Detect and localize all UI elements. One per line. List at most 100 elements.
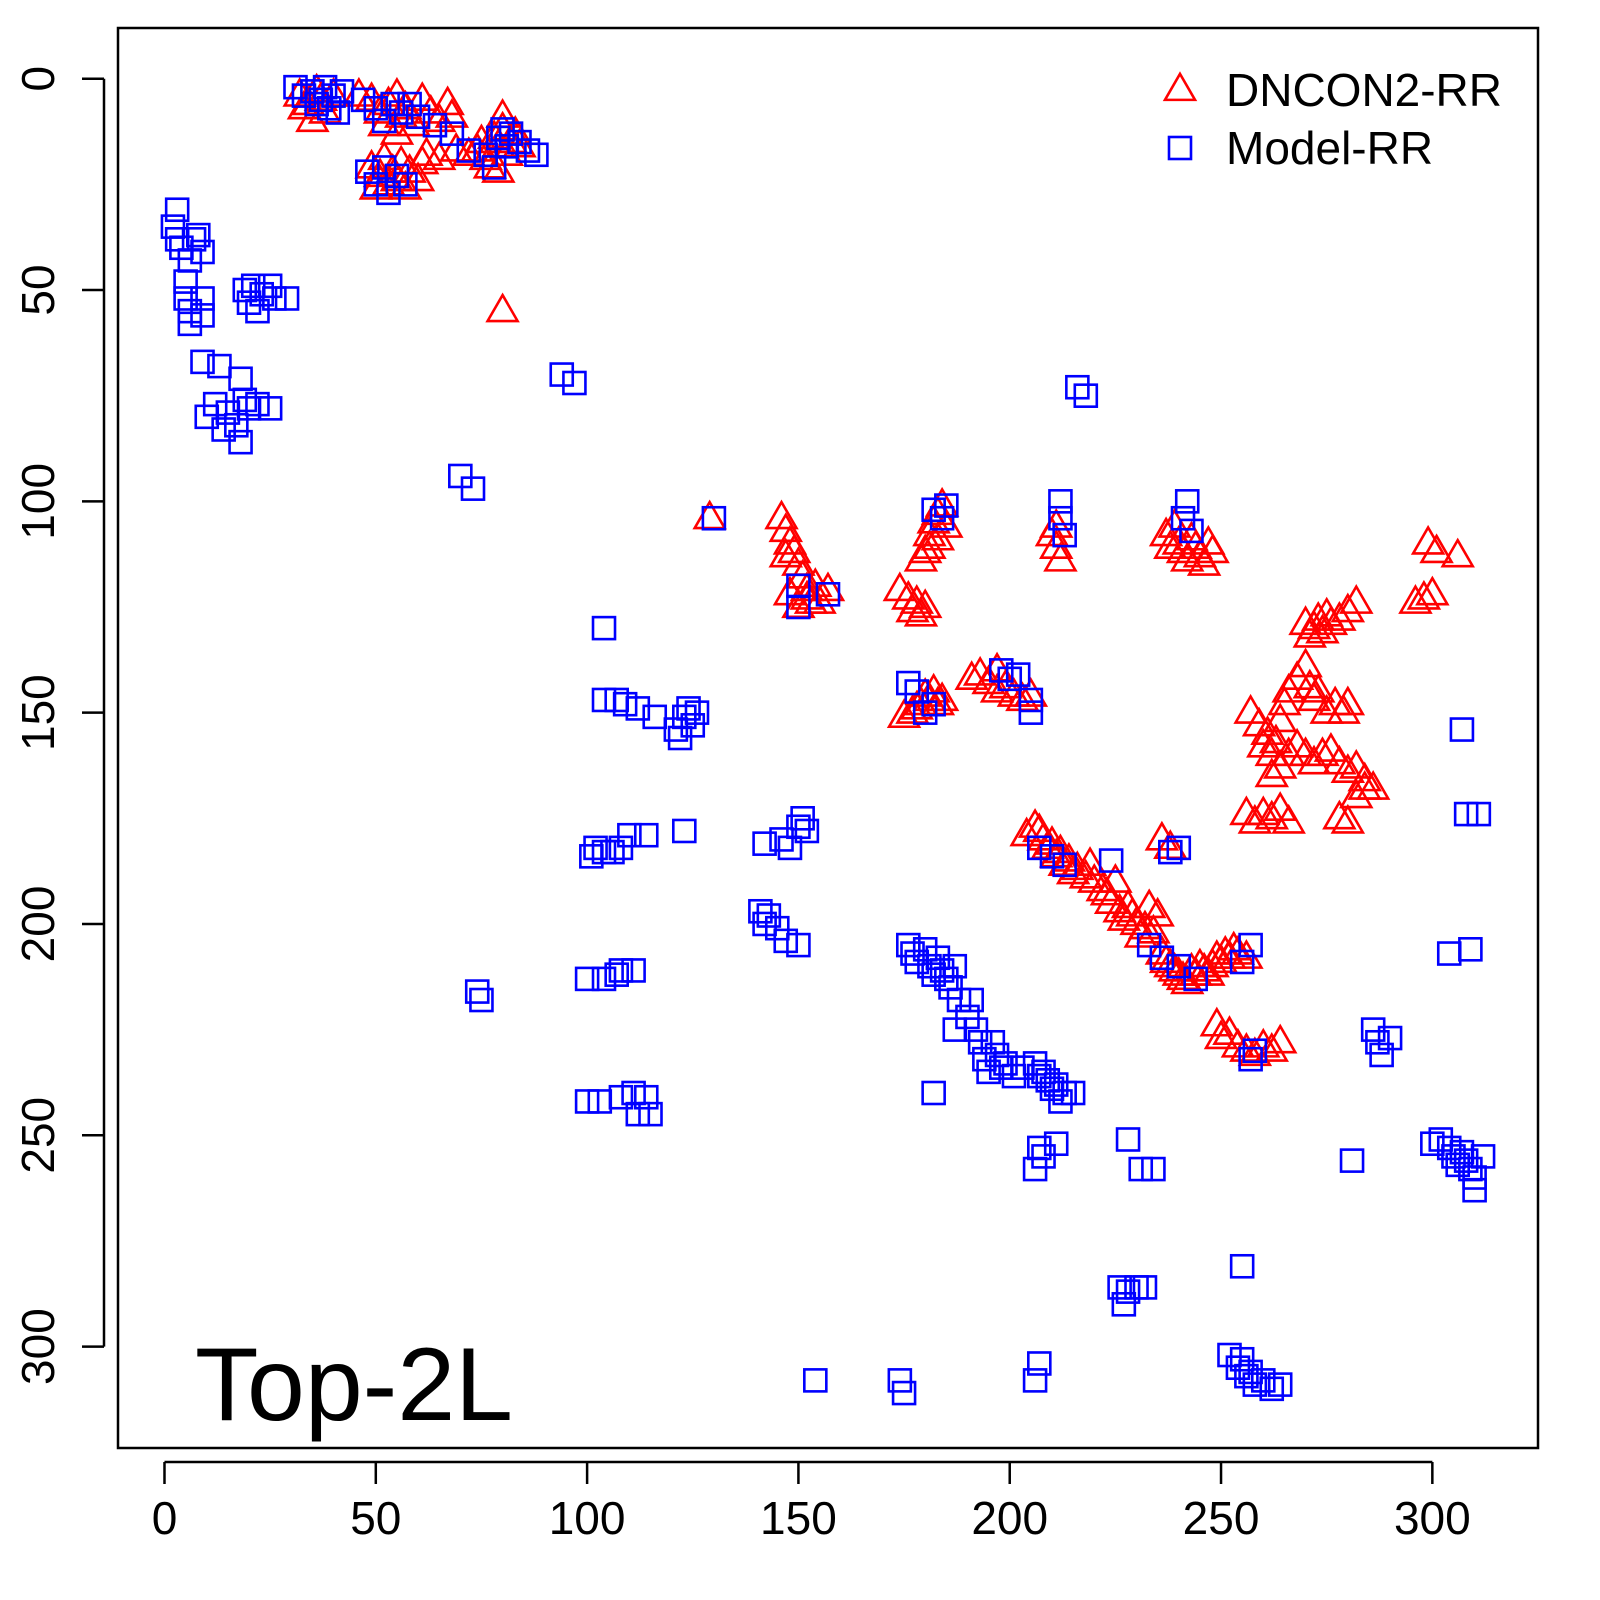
model-rr-point <box>1166 953 1192 979</box>
model-rr-point <box>164 197 190 223</box>
model-rr-point <box>583 835 608 861</box>
model-rr-point <box>202 391 228 417</box>
model-rr-point <box>752 911 777 937</box>
dncon2-rr-point <box>1330 803 1366 834</box>
model-rr-point <box>257 273 283 299</box>
dncon2-rr-point <box>1330 753 1366 783</box>
model-rr-point <box>786 932 811 958</box>
dncon2-rr-point <box>1093 884 1129 914</box>
model-rr-point <box>1179 518 1204 544</box>
dncon2-rr-point <box>1258 723 1294 754</box>
model-rr-point <box>752 831 777 856</box>
model-rr-point <box>562 370 587 396</box>
model-rr-point <box>921 691 946 717</box>
model-rr-point <box>1136 932 1162 958</box>
x-tick-label: 150 <box>760 1492 837 1544</box>
model-rr-point <box>490 117 515 142</box>
model-rr-point <box>1048 1089 1073 1114</box>
dncon2-rr-point <box>1440 537 1475 568</box>
model-rr-point <box>929 505 955 531</box>
model-rr-point <box>1035 1068 1061 1093</box>
legend: DNCON2-RR Model-RR <box>1162 64 1502 174</box>
dncon2-rr-point <box>776 533 812 564</box>
panel-label: Top-2L <box>195 1327 513 1443</box>
model-rr-point <box>1458 937 1483 962</box>
model-rr-point <box>1027 1063 1052 1089</box>
model-rr-point <box>921 1080 946 1106</box>
model-rr-point <box>663 717 689 742</box>
dncon2-rr-point <box>1322 600 1357 631</box>
model-rr-point <box>786 814 811 840</box>
model-rr-point <box>1052 852 1077 878</box>
model-rr-point <box>173 269 198 294</box>
model-rr-point <box>355 159 380 184</box>
y-tick-label: 100 <box>12 463 64 540</box>
dncon2-rr-point <box>1140 896 1175 927</box>
dncon2-rr-point <box>379 161 415 192</box>
model-rr-point <box>1339 1148 1365 1173</box>
model-rr-point <box>608 1084 634 1110</box>
model-rr-point <box>236 290 262 316</box>
model-rr-point <box>388 100 414 125</box>
dncon2-rr-point <box>1339 584 1374 614</box>
dncon2-rr-point <box>1203 1019 1239 1050</box>
model-rr-point <box>283 74 308 100</box>
dncon2-rr-point <box>1305 736 1340 767</box>
dncon2-rr-point <box>1043 541 1078 572</box>
model-rr-point <box>1436 941 1462 966</box>
model-rr-point <box>190 239 215 265</box>
model-rr-point <box>591 615 617 641</box>
model-rr-point <box>625 696 651 721</box>
model-rr-point <box>955 1004 980 1030</box>
model-rr-point <box>1048 489 1073 514</box>
dncon2-rr-point <box>1229 795 1264 826</box>
dncon2-rr-point <box>1254 757 1290 788</box>
dncon2-rr-point <box>286 89 322 120</box>
model-rr-point <box>929 958 955 983</box>
model-rr-point <box>371 108 397 134</box>
dncon2-rr-point <box>899 584 935 614</box>
model-rr-point <box>232 277 258 303</box>
y-tick-label: 250 <box>12 1097 64 1174</box>
dncon2-rr-point <box>421 140 457 171</box>
model-rr-point <box>1250 1368 1276 1393</box>
model-rr-point <box>672 704 697 730</box>
model-rr-point <box>621 958 646 983</box>
legend-square-icon <box>1167 135 1193 161</box>
dncon2-rr-point <box>924 681 960 712</box>
model-rr-point <box>786 594 811 620</box>
dncon2-rr-point <box>1262 1023 1298 1054</box>
model-rr-point <box>895 932 921 958</box>
dncon2-rr-point <box>1347 761 1382 792</box>
model-rr-point <box>1229 1346 1255 1372</box>
dncon2-rr-point <box>920 520 956 551</box>
dncon2-rr-point <box>1199 1006 1235 1037</box>
model-rr-point <box>350 87 376 113</box>
model-rr-point <box>1166 835 1192 861</box>
model-rr-point <box>1141 1156 1166 1182</box>
model-rr-point <box>891 1380 917 1406</box>
model-rr-point <box>1027 835 1052 861</box>
x-tick-label: 250 <box>1183 1492 1260 1544</box>
dncon2-rr-point <box>1254 1032 1290 1062</box>
model-rr-point <box>777 835 803 861</box>
model-rr-point <box>464 979 490 1004</box>
model-rr-point <box>1267 1372 1293 1397</box>
dncon2-rr-point <box>907 588 943 619</box>
model-rr-point <box>773 928 799 954</box>
model-rr-point <box>181 227 207 252</box>
model-rr-point <box>1441 1144 1466 1169</box>
dncon2-rr-point <box>1136 913 1171 944</box>
model-rr-point <box>921 497 946 523</box>
dncon2-rr-point <box>996 677 1032 707</box>
model-rr-point <box>612 691 638 717</box>
model-rr-point <box>240 273 266 299</box>
model-rr-point <box>376 180 401 206</box>
model-rr-point <box>591 687 617 713</box>
model-rr-point <box>887 1368 913 1393</box>
model-rr-point <box>976 1059 1001 1085</box>
model-rr-point <box>633 822 659 848</box>
model-rr-point <box>190 349 215 375</box>
model-rr-point <box>900 941 925 966</box>
